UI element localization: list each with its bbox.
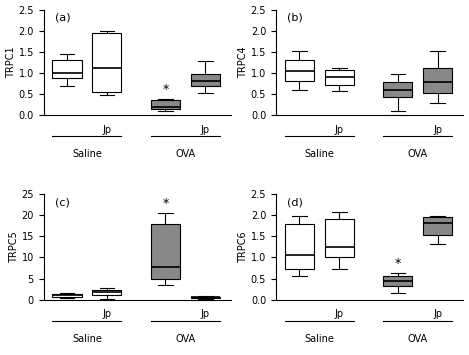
Text: Jp: Jp (102, 309, 112, 319)
Text: Jp: Jp (433, 125, 442, 135)
Text: OVA: OVA (408, 149, 428, 159)
Text: *: * (162, 197, 168, 210)
PathPatch shape (191, 74, 220, 87)
Y-axis label: TRPC5: TRPC5 (8, 231, 19, 263)
PathPatch shape (53, 60, 82, 78)
Text: Jp: Jp (335, 309, 344, 319)
PathPatch shape (285, 60, 314, 81)
PathPatch shape (423, 68, 452, 93)
Text: *: * (162, 83, 168, 96)
Text: Saline: Saline (72, 333, 102, 344)
Text: OVA: OVA (175, 149, 196, 159)
PathPatch shape (383, 277, 412, 286)
Text: Jp: Jp (335, 125, 344, 135)
Text: Jp: Jp (102, 125, 112, 135)
PathPatch shape (92, 33, 121, 92)
Text: OVA: OVA (175, 333, 196, 344)
Text: Saline: Saline (304, 149, 334, 159)
PathPatch shape (151, 100, 180, 109)
Text: Jp: Jp (433, 309, 442, 319)
Text: Jp: Jp (201, 309, 210, 319)
Text: (a): (a) (55, 13, 70, 23)
PathPatch shape (383, 82, 412, 98)
Text: Saline: Saline (72, 149, 102, 159)
Text: (d): (d) (287, 197, 303, 207)
PathPatch shape (191, 296, 220, 299)
PathPatch shape (423, 217, 452, 235)
PathPatch shape (325, 219, 354, 257)
Y-axis label: TRPC4: TRPC4 (238, 47, 248, 78)
PathPatch shape (151, 224, 180, 279)
Text: (b): (b) (287, 13, 303, 23)
Text: OVA: OVA (408, 333, 428, 344)
PathPatch shape (325, 70, 354, 85)
Text: *: * (395, 257, 401, 270)
Y-axis label: TRPC6: TRPC6 (238, 231, 248, 263)
Text: Saline: Saline (304, 333, 334, 344)
PathPatch shape (285, 224, 314, 269)
PathPatch shape (92, 290, 121, 295)
PathPatch shape (53, 294, 82, 297)
Text: (c): (c) (55, 197, 70, 207)
Y-axis label: TRPC1: TRPC1 (6, 47, 15, 78)
Text: Jp: Jp (201, 125, 210, 135)
